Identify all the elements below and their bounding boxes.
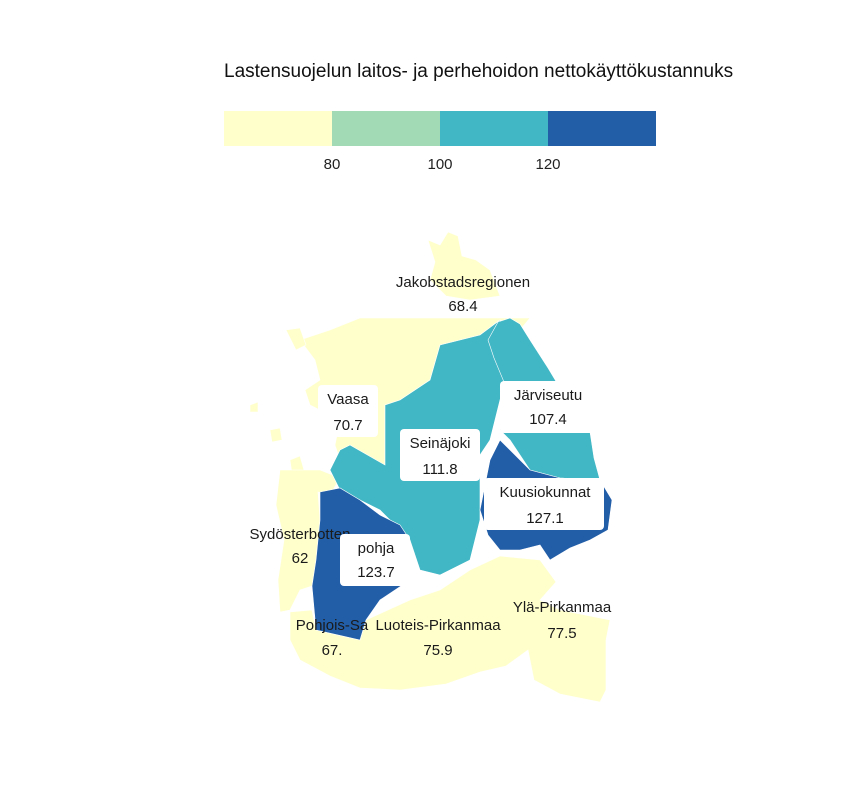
map-title: Lastensuojelun laitos- ja perhehoidon ne… (224, 61, 733, 82)
region-label-4: Kuusiokunnat 127.1 (484, 478, 604, 530)
legend-tick-120: 120 (535, 156, 560, 173)
legend-swatch-2 (332, 111, 440, 146)
legend-swatch-3 (440, 111, 548, 146)
region-label-8: Pohjois-Sa 67. (296, 617, 369, 659)
region-label-5: Sydösterbotten 62 (250, 526, 351, 567)
region-label-3: Seinäjoki 111.8 (400, 429, 480, 481)
legend-swatch-1 (224, 111, 332, 146)
region-labels: Jakobstadsregionen 68.4 Vaasa 70.7 Järviseut… (250, 274, 612, 659)
region-value: 62 (292, 550, 309, 567)
region-label-9: Luoteis-Pirkanmaa 75.9 (375, 617, 501, 659)
region-south (289, 555, 611, 703)
region-name: Jakobstadsregionen (396, 274, 530, 291)
region-name: Sydösterbotten (250, 526, 351, 543)
region-name: Kuusiokunnat (500, 484, 592, 501)
label-box (340, 534, 410, 586)
region-name: Pohjois-Sa (296, 617, 369, 634)
region-name: Vaasa (327, 391, 369, 408)
label-box (500, 381, 596, 433)
region-label-1: Vaasa 70.7 (318, 385, 378, 437)
region-label-6: pohja 123.7 (340, 534, 410, 586)
region-name: Ylä-Pirkanmaa (513, 599, 612, 616)
region-label-2: Järviseutu 107.4 (500, 381, 596, 433)
region-value: 107.4 (529, 411, 567, 428)
legend-swatch-4 (548, 111, 656, 146)
region-value: 67. (322, 642, 343, 659)
legend-tick-80: 80 (324, 156, 341, 173)
region-vaasa-islands (249, 327, 307, 475)
label-box (484, 478, 604, 530)
region-name: Seinäjoki (410, 435, 471, 452)
region-value: 77.5 (547, 625, 576, 642)
region-label-0: Jakobstadsregionen 68.4 (396, 274, 530, 315)
region-jakobstad-islands (427, 231, 501, 301)
region-value: 123.7 (357, 564, 395, 581)
region-value: 68.4 (448, 298, 477, 315)
label-box (318, 385, 378, 437)
region-value: 70.7 (333, 417, 362, 434)
region-name: Luoteis-Pirkanmaa (375, 617, 501, 634)
region-name: Järviseutu (514, 387, 582, 404)
region-value: 111.8 (422, 461, 457, 478)
region-name: pohja (358, 540, 395, 557)
region-label-7: Ylä-Pirkanmaa 77.5 (513, 599, 612, 642)
region-value: 127.1 (526, 510, 564, 527)
region-value: 75.9 (423, 642, 452, 659)
label-box (400, 429, 480, 481)
color-legend: 80 100 120 (224, 111, 656, 173)
legend-tick-100: 100 (427, 156, 452, 173)
